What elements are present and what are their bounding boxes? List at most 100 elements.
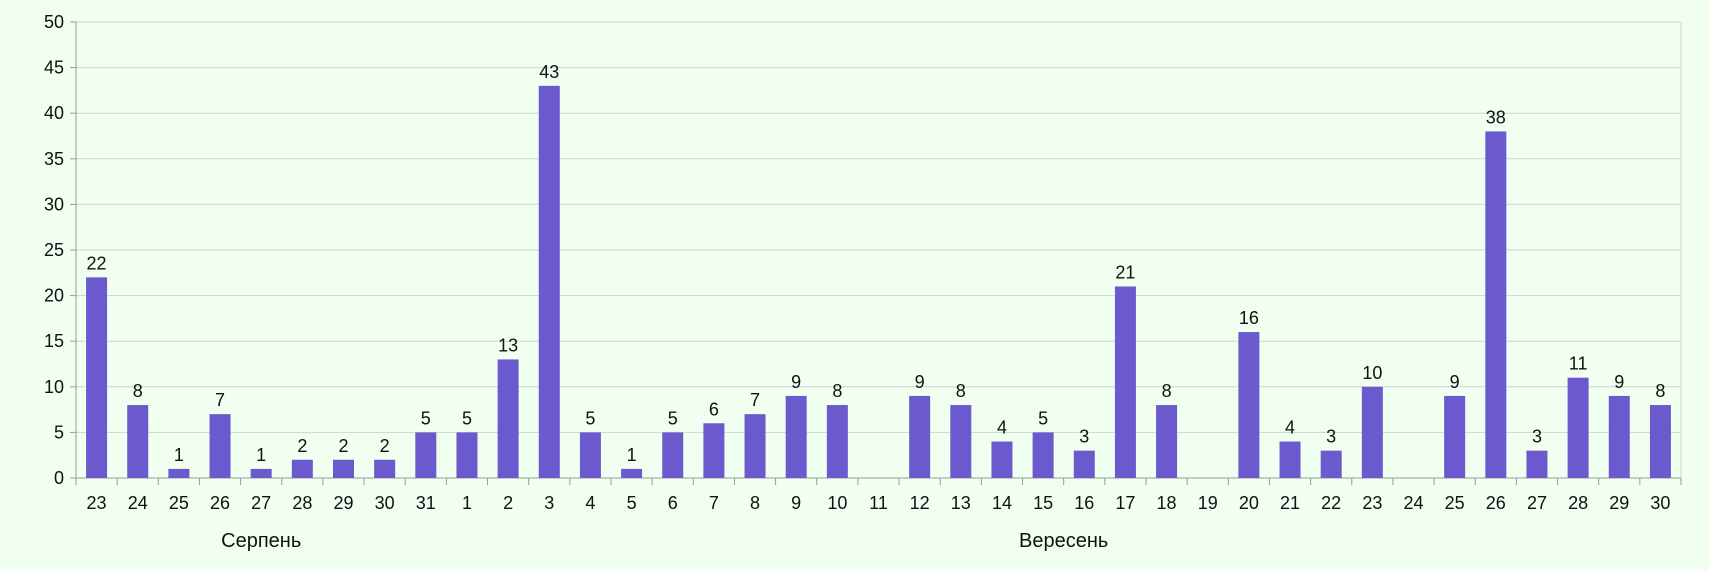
bar <box>744 414 766 478</box>
bar <box>415 432 437 478</box>
bar <box>291 459 313 478</box>
x-tick-label: 9 <box>791 493 801 513</box>
data-label: 8 <box>1162 381 1172 401</box>
data-label: 1 <box>627 445 637 465</box>
data-label: 13 <box>498 335 518 355</box>
bar <box>1279 441 1301 478</box>
data-label: 22 <box>87 253 107 273</box>
data-label: 1 <box>174 445 184 465</box>
x-tick-label: 18 <box>1157 493 1177 513</box>
data-label: 21 <box>1115 262 1135 282</box>
bar <box>1320 450 1342 478</box>
bar <box>579 432 601 478</box>
data-label: 10 <box>1362 363 1382 383</box>
data-label: 2 <box>297 436 307 456</box>
bar <box>991 441 1013 478</box>
x-tick-label: 1 <box>462 493 472 513</box>
bar <box>826 405 848 478</box>
bar <box>1567 377 1589 478</box>
bar <box>1156 405 1178 478</box>
x-tick-label: 16 <box>1074 493 1094 513</box>
grid-lines <box>76 21 1682 478</box>
data-label: 2 <box>380 436 390 456</box>
x-tick-label: 15 <box>1033 493 1053 513</box>
data-label: 5 <box>585 408 595 428</box>
bar <box>1073 450 1095 478</box>
x-tick-label: 22 <box>1321 493 1341 513</box>
x-tick-label: 30 <box>375 493 395 513</box>
y-tick-label: 25 <box>44 240 64 260</box>
bar <box>621 468 643 478</box>
data-label: 11 <box>1569 354 1588 374</box>
month-label: Вересень <box>1019 530 1108 552</box>
data-label: 7 <box>750 390 760 410</box>
x-tick-label: 26 <box>1486 493 1506 513</box>
y-tick-label: 35 <box>44 149 64 169</box>
bar <box>1526 450 1548 478</box>
x-tick-label: 23 <box>1362 493 1382 513</box>
bar <box>168 468 190 478</box>
x-tick-label: 25 <box>1445 493 1465 513</box>
bar <box>909 395 931 478</box>
bar <box>1114 286 1136 478</box>
x-tick-label: 19 <box>1198 493 1218 513</box>
x-tick-label: 29 <box>333 493 353 513</box>
bar <box>497 359 519 478</box>
bar <box>374 459 396 478</box>
bar <box>538 85 560 478</box>
x-tick-label: 20 <box>1239 493 1259 513</box>
x-tick-label: 25 <box>169 493 189 513</box>
x-tick-label: 24 <box>1403 493 1423 513</box>
data-label: 8 <box>832 381 842 401</box>
data-label: 7 <box>215 390 225 410</box>
x-tick-label: 2 <box>503 493 513 513</box>
bar <box>86 277 108 478</box>
x-tick-label: 17 <box>1115 493 1135 513</box>
data-label: 1 <box>256 445 266 465</box>
x-tick-label: 5 <box>627 493 637 513</box>
x-tick-label: 6 <box>668 493 678 513</box>
data-label: 4 <box>1285 418 1295 438</box>
x-tick-label: 21 <box>1280 493 1300 513</box>
x-tick-label: 14 <box>992 493 1012 513</box>
data-label: 16 <box>1239 308 1259 328</box>
y-tick-label: 30 <box>44 194 64 214</box>
y-tick-label: 0 <box>54 468 64 488</box>
data-label: 3 <box>1326 427 1336 447</box>
bar <box>1032 432 1054 478</box>
data-label: 4 <box>997 418 1007 438</box>
x-tick-label: 27 <box>251 493 271 513</box>
bar <box>785 395 807 478</box>
x-tick-label: 3 <box>544 493 554 513</box>
x-tick-label: 11 <box>869 493 888 513</box>
y-axis: 0 5 10 15 20 25 30 35 40 45 50 <box>44 12 77 488</box>
x-tick-label: 4 <box>585 493 595 513</box>
y-tick-label: 50 <box>44 12 64 32</box>
data-label: 5 <box>462 408 472 428</box>
x-tick-label: 12 <box>910 493 930 513</box>
data-label: 3 <box>1079 427 1089 447</box>
month-labels: Серпень Вересень <box>221 530 1108 552</box>
data-label: 8 <box>956 381 966 401</box>
data-label: 2 <box>338 436 348 456</box>
data-label: 43 <box>539 62 559 82</box>
month-label: Серпень <box>221 530 301 552</box>
data-label: 6 <box>709 399 719 419</box>
bar <box>1649 405 1671 478</box>
data-label: 8 <box>1655 381 1665 401</box>
data-label: 5 <box>668 408 678 428</box>
x-tick-label: 7 <box>709 493 719 513</box>
x-tick-label: 8 <box>750 493 760 513</box>
data-label: 8 <box>133 381 143 401</box>
bar <box>456 432 478 478</box>
x-tick-label: 24 <box>128 493 148 513</box>
data-label: 9 <box>915 372 925 392</box>
x-tick-label: 10 <box>827 493 847 513</box>
data-label: 3 <box>1532 427 1542 447</box>
x-tick-label: 27 <box>1527 493 1547 513</box>
data-label: 9 <box>1614 372 1624 392</box>
data-label: 5 <box>1038 408 1048 428</box>
data-label: 9 <box>791 372 801 392</box>
